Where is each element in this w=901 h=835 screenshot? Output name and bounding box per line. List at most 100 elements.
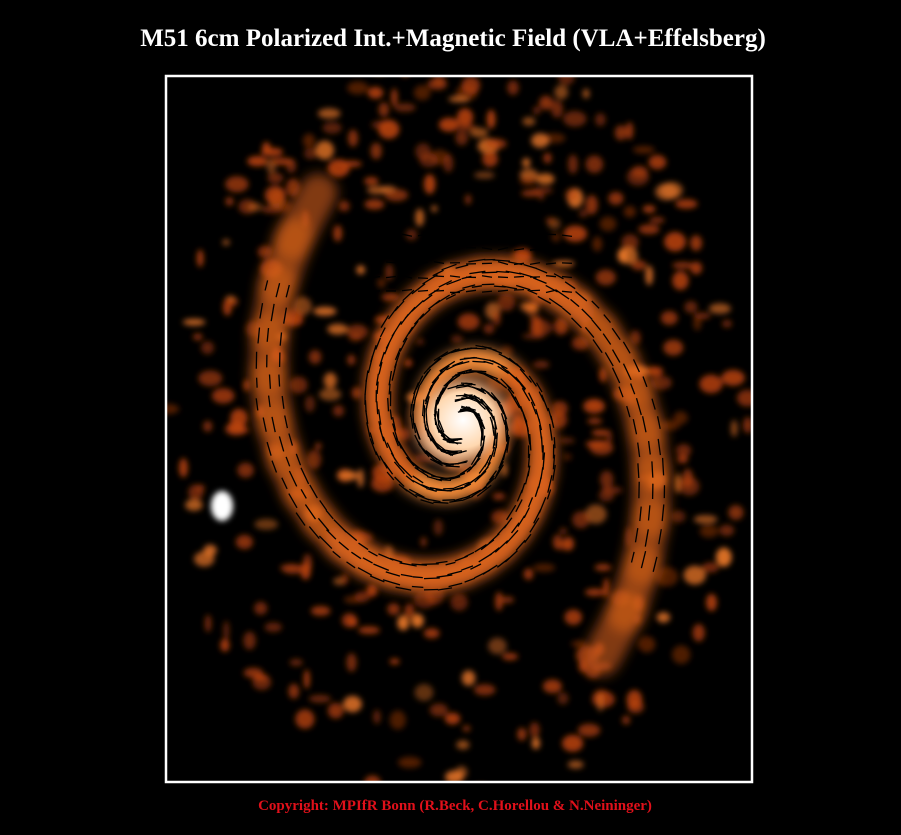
noise-blob xyxy=(309,350,322,364)
noise-blob xyxy=(381,186,396,193)
noise-blob xyxy=(709,303,731,314)
noise-blob xyxy=(615,125,627,140)
noise-blob xyxy=(348,617,358,627)
noise-blob xyxy=(222,239,230,245)
noise-blob xyxy=(414,85,431,100)
noise-blob xyxy=(415,684,434,701)
noise-blob xyxy=(439,118,459,132)
noise-blob xyxy=(592,237,602,252)
field-vector xyxy=(562,249,572,250)
noise-blob xyxy=(339,201,350,212)
noise-blob xyxy=(236,535,253,549)
noise-blob xyxy=(631,166,647,178)
noise-blob xyxy=(323,122,342,134)
noise-blob xyxy=(348,130,358,147)
noise-blob xyxy=(424,628,440,638)
noise-blob xyxy=(694,515,718,524)
noise-blob xyxy=(352,387,362,399)
field-vector xyxy=(434,291,444,292)
noise-blob xyxy=(333,405,344,416)
noise-blob xyxy=(649,155,667,169)
noise-blob xyxy=(524,568,534,579)
noise-blob xyxy=(684,301,697,313)
noise-blob xyxy=(517,728,526,741)
noise-blob xyxy=(379,102,390,117)
noise-blob xyxy=(675,199,697,209)
noise-blob xyxy=(347,325,368,339)
noise-blob xyxy=(394,103,416,112)
noise-blob xyxy=(722,320,732,328)
noise-blob xyxy=(578,724,600,737)
noise-blob xyxy=(319,388,341,400)
noise-blob xyxy=(565,610,583,625)
noise-blob xyxy=(586,195,598,214)
noise-blob xyxy=(431,205,437,212)
arm-segment xyxy=(292,193,318,242)
noise-blob xyxy=(204,545,217,556)
noise-blob xyxy=(303,554,312,573)
noise-blob xyxy=(564,453,572,460)
field-vector xyxy=(457,385,472,386)
field-vector xyxy=(279,375,280,387)
noise-blob xyxy=(254,602,267,615)
noise-blob xyxy=(694,312,711,319)
field-vector xyxy=(386,262,396,263)
noise-blob xyxy=(484,324,495,334)
noise-blob xyxy=(225,197,233,206)
noise-blob xyxy=(693,624,705,642)
noise-blob xyxy=(324,373,337,389)
noise-blob xyxy=(227,422,245,434)
noise-blob xyxy=(405,604,415,618)
noise-blob xyxy=(624,206,636,218)
noise-blob xyxy=(445,713,460,725)
field-vector xyxy=(424,578,440,579)
noise-blob xyxy=(690,262,702,275)
noise-blob xyxy=(543,153,551,164)
noise-blob xyxy=(651,376,672,390)
noise-blob xyxy=(474,684,496,695)
noise-blob xyxy=(700,525,719,538)
noise-blob xyxy=(671,510,685,522)
image: M51 6cm Polarized Int.+Magnetic Field (V… xyxy=(0,0,901,835)
noise-blob xyxy=(311,606,331,616)
noise-blob xyxy=(179,458,188,477)
field-vector xyxy=(418,291,428,292)
noise-blob xyxy=(193,333,203,340)
noise-blob xyxy=(267,173,283,184)
noise-blob xyxy=(679,477,699,495)
noise-blob xyxy=(371,143,382,160)
noise-blob xyxy=(356,265,365,274)
noise-blob xyxy=(728,505,743,520)
noise-blob xyxy=(521,190,541,197)
noise-blob xyxy=(595,113,606,126)
noise-blob xyxy=(583,399,605,414)
noise-blob xyxy=(328,703,344,719)
field-vector xyxy=(377,401,378,414)
noise-blob xyxy=(223,298,232,315)
noise-blob xyxy=(645,266,653,286)
noise-blob xyxy=(655,183,678,200)
noise-blob xyxy=(643,205,656,213)
noise-blob xyxy=(346,653,356,672)
noise-blob xyxy=(533,564,555,572)
field-vector xyxy=(434,276,444,277)
noise-blob xyxy=(600,471,613,489)
noise-blob xyxy=(343,696,362,712)
noise-blob xyxy=(309,695,331,703)
noise-blob xyxy=(592,691,615,707)
noise-blob xyxy=(487,110,496,129)
field-vector xyxy=(386,235,396,236)
noise-blob xyxy=(465,194,471,204)
noise-blob xyxy=(562,735,583,752)
noise-blob xyxy=(197,249,204,267)
field-vector xyxy=(530,290,540,291)
noise-blob xyxy=(507,80,519,95)
noise-blob xyxy=(237,463,254,478)
noise-blob xyxy=(247,156,267,166)
field-vector xyxy=(514,235,524,236)
noise-blob xyxy=(244,668,263,678)
noise-blob xyxy=(254,519,278,530)
noise-blob xyxy=(198,371,222,387)
noise-blob xyxy=(539,96,553,110)
noise-blob xyxy=(690,235,702,251)
